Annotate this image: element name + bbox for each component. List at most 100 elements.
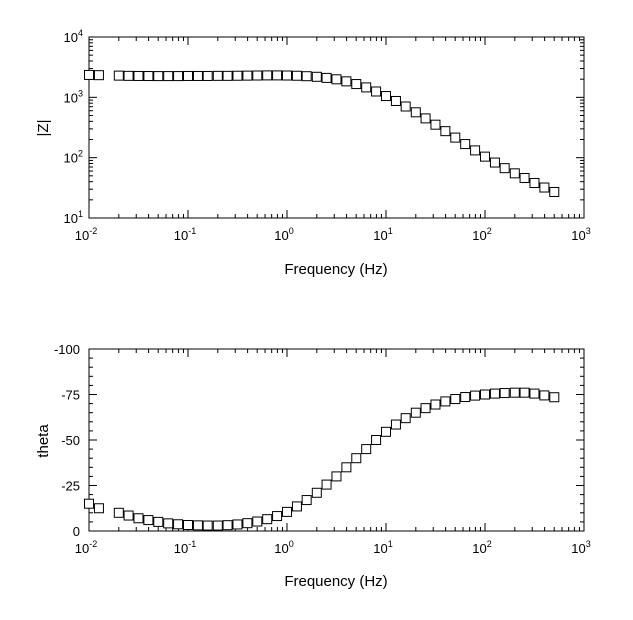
data-point bbox=[84, 498, 94, 509]
data-point bbox=[539, 182, 550, 193]
data-point bbox=[509, 168, 520, 179]
data-point bbox=[519, 173, 530, 184]
tick-base: 10 bbox=[373, 228, 387, 243]
data-point bbox=[291, 70, 302, 81]
tick-base: 10 bbox=[373, 541, 387, 556]
data-point bbox=[470, 145, 481, 156]
data-point bbox=[499, 163, 510, 174]
data-point bbox=[133, 513, 144, 524]
tick-exponent: -2 bbox=[89, 226, 97, 236]
data-point bbox=[222, 70, 233, 81]
data-point bbox=[183, 70, 193, 81]
data-point bbox=[301, 495, 312, 506]
data-point bbox=[351, 79, 362, 90]
data-point bbox=[489, 388, 500, 399]
axis-ticks bbox=[88, 36, 585, 219]
plot-frame bbox=[88, 348, 585, 532]
data-point bbox=[371, 86, 382, 97]
data-point bbox=[153, 516, 164, 527]
data-point bbox=[430, 119, 441, 130]
y-tick-label: -75 bbox=[61, 388, 80, 403]
tick-base: 10 bbox=[472, 541, 486, 556]
data-point bbox=[381, 426, 391, 437]
data-point bbox=[519, 387, 530, 398]
data-point bbox=[143, 71, 154, 82]
data-point bbox=[93, 503, 104, 514]
tick-base: 10 bbox=[64, 211, 78, 226]
data-point bbox=[113, 70, 124, 81]
x-tick-label: 10-1 bbox=[174, 226, 196, 243]
data-points bbox=[84, 69, 560, 197]
data-point bbox=[133, 70, 144, 81]
y-axis-title: theta bbox=[35, 424, 52, 458]
data-point bbox=[113, 507, 124, 518]
tick-base: 10 bbox=[64, 151, 78, 166]
data-point bbox=[163, 71, 174, 82]
tick-exponent: 1 bbox=[388, 226, 393, 236]
x-axis-title: Frequency (Hz) bbox=[284, 573, 387, 590]
data-point bbox=[272, 70, 283, 81]
data-point bbox=[212, 70, 223, 81]
tick-exponent: 3 bbox=[586, 226, 591, 236]
data-point bbox=[321, 479, 332, 490]
x-axis-tick-labels: 10-2 10-1 100 101 102 103 bbox=[75, 226, 591, 243]
data-point bbox=[480, 151, 490, 162]
data-point bbox=[460, 392, 471, 403]
x-tick-label: 101 bbox=[373, 226, 392, 243]
x-tick-label: 102 bbox=[472, 539, 491, 556]
tick-exponent: -1 bbox=[188, 226, 196, 236]
tick-exponent: -1 bbox=[188, 539, 196, 549]
phase-angle-chart: 10-2 10-1 100 101 102 103 0-25-50-75-100 Freq… bbox=[35, 342, 591, 590]
tick-base: 10 bbox=[75, 541, 89, 556]
x-axis-tick-labels: 10-2 10-1 100 101 102 103 bbox=[75, 539, 591, 556]
data-point bbox=[192, 70, 203, 81]
data-point bbox=[123, 70, 134, 81]
data-point bbox=[341, 462, 352, 473]
data-point bbox=[440, 126, 451, 137]
x-tick-label: 10-1 bbox=[174, 539, 196, 556]
data-point bbox=[153, 71, 164, 82]
x-tick-label: 100 bbox=[274, 226, 293, 243]
y-axis-title: |Z| bbox=[35, 120, 52, 137]
tick-exponent: 1 bbox=[388, 539, 393, 549]
data-point bbox=[460, 139, 471, 150]
data-point bbox=[420, 113, 431, 124]
data-point bbox=[390, 95, 401, 106]
data-point bbox=[430, 399, 441, 410]
x-tick-label: 102 bbox=[472, 226, 491, 243]
axis-ticks bbox=[88, 348, 585, 532]
y-tick-label: 102 bbox=[64, 149, 83, 166]
tick-exponent: 4 bbox=[78, 28, 83, 38]
data-point bbox=[252, 70, 263, 81]
data-point bbox=[351, 453, 362, 464]
data-point bbox=[450, 394, 461, 405]
tick-base: 10 bbox=[274, 228, 288, 243]
data-point bbox=[311, 487, 322, 498]
data-point bbox=[499, 388, 510, 399]
data-point bbox=[480, 389, 490, 400]
data-point bbox=[341, 76, 352, 87]
data-point bbox=[163, 518, 174, 529]
tick-exponent: 1 bbox=[78, 209, 83, 219]
data-point bbox=[282, 70, 292, 81]
data-point bbox=[549, 186, 560, 197]
data-point bbox=[529, 178, 540, 189]
data-point bbox=[440, 396, 451, 407]
data-point bbox=[410, 407, 421, 418]
data-point bbox=[381, 91, 391, 102]
data-point bbox=[509, 387, 520, 398]
y-tick-label: 101 bbox=[64, 209, 83, 226]
tick-base: 10 bbox=[571, 541, 585, 556]
data-point bbox=[222, 520, 233, 531]
y-tick-label: 0 bbox=[73, 524, 80, 539]
x-tick-label: 101 bbox=[373, 539, 392, 556]
data-point bbox=[470, 390, 481, 401]
y-tick-label: 103 bbox=[64, 88, 83, 105]
tick-base: 10 bbox=[64, 30, 78, 45]
data-point bbox=[361, 82, 372, 93]
data-point bbox=[489, 157, 500, 168]
tick-base: 10 bbox=[274, 541, 288, 556]
